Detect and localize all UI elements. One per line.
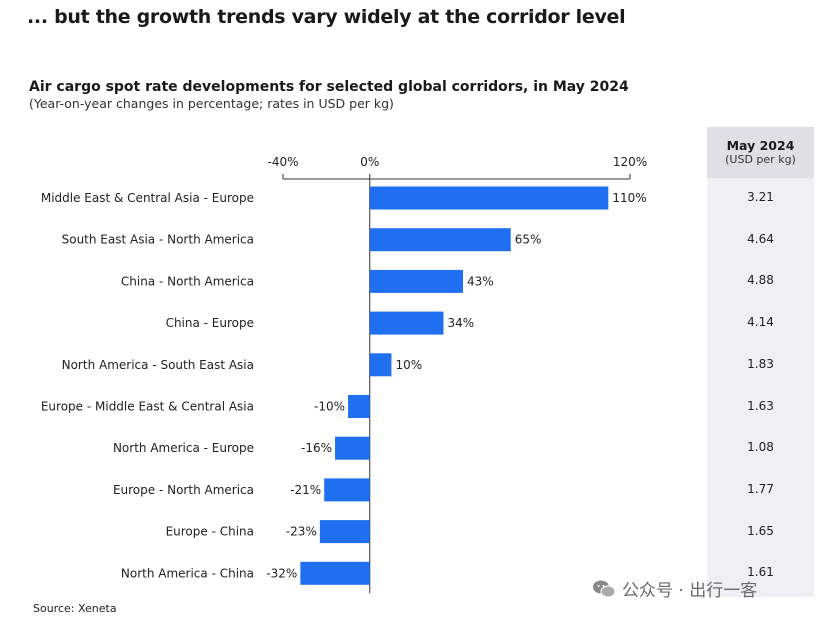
rate-value-0: 3.21 bbox=[747, 190, 774, 204]
value-label-5: -10% bbox=[314, 400, 345, 414]
rate-value-6: 1.08 bbox=[747, 440, 774, 455]
rate-value-2: 4.88 bbox=[747, 273, 774, 288]
x-tick-label-0: -40% bbox=[267, 155, 298, 169]
value-label-6: -16% bbox=[301, 441, 332, 455]
category-label-0: Middle East & Central Asia - Europe bbox=[41, 191, 254, 205]
value-label-7: -21% bbox=[290, 483, 321, 497]
category-label-7: Europe - North America bbox=[113, 483, 254, 497]
x-tick-label-1: 0% bbox=[360, 155, 379, 169]
x-tick-label-2: 120% bbox=[613, 155, 647, 169]
rate-value-3: 4.14 bbox=[747, 315, 774, 330]
rate-column-unit: (USD per kg) bbox=[725, 153, 796, 166]
wechat-icon bbox=[593, 580, 616, 597]
category-label-8: Europe - China bbox=[166, 525, 254, 539]
source-note: Source: Xeneta bbox=[33, 602, 117, 615]
bar-2 bbox=[369, 269, 464, 293]
chart-title: Air cargo spot rate developments for sel… bbox=[29, 79, 629, 95]
rate-value-8: 1.65 bbox=[747, 523, 774, 538]
bar-6 bbox=[335, 436, 370, 460]
category-label-2: China - North America bbox=[121, 274, 254, 288]
bar-0 bbox=[369, 186, 609, 210]
chart-subtitle: (Year-on-year changes in percentage; rat… bbox=[29, 96, 394, 111]
bar-4 bbox=[369, 353, 392, 377]
value-label-8: -23% bbox=[286, 525, 317, 539]
value-label-0: 110% bbox=[612, 191, 646, 205]
value-label-4: 10% bbox=[395, 358, 422, 372]
rate-column-header: May 2024 (USD per kg) bbox=[707, 127, 814, 178]
value-label-3: 34% bbox=[447, 316, 474, 330]
category-label-1: South East Asia - North America bbox=[62, 233, 254, 247]
category-label-4: North America - South East Asia bbox=[62, 358, 254, 372]
category-label-9: North America - China bbox=[121, 566, 254, 580]
category-label-3: China - Europe bbox=[166, 316, 254, 330]
bar-1 bbox=[369, 228, 511, 252]
rate-column-title: May 2024 bbox=[726, 138, 795, 153]
bar-chart: -40% 0% 120% Middle East & Central Asia - E… bbox=[41, 155, 647, 594]
headline: ... but the growth trends vary widely at… bbox=[27, 6, 626, 28]
rate-column: May 2024 (USD per kg) 3.21 4.64 4.88 4.14 1.… bbox=[707, 127, 814, 597]
value-label-2: 43% bbox=[467, 274, 494, 288]
rate-value-9: 1.61 bbox=[747, 565, 774, 580]
watermark-text: 公众号 · 出行一客 bbox=[622, 581, 758, 601]
bar-8 bbox=[319, 520, 370, 544]
bar-5 bbox=[348, 395, 370, 418]
bar-9 bbox=[300, 561, 370, 585]
rate-value-5: 1.63 bbox=[747, 398, 774, 413]
rate-value-4: 1.83 bbox=[747, 356, 774, 371]
category-label-6: North America - Europe bbox=[113, 441, 254, 455]
watermark: 公众号 · 出行一客 bbox=[592, 576, 757, 601]
rate-value-1: 4.64 bbox=[747, 231, 774, 246]
rate-value-7: 1.77 bbox=[747, 481, 774, 496]
category-label-5: Europe - Middle East & Central Asia bbox=[41, 400, 254, 414]
value-label-1: 65% bbox=[515, 233, 542, 247]
bar-7 bbox=[324, 478, 370, 502]
value-label-9: -32% bbox=[266, 566, 297, 580]
bar-3 bbox=[369, 311, 444, 335]
